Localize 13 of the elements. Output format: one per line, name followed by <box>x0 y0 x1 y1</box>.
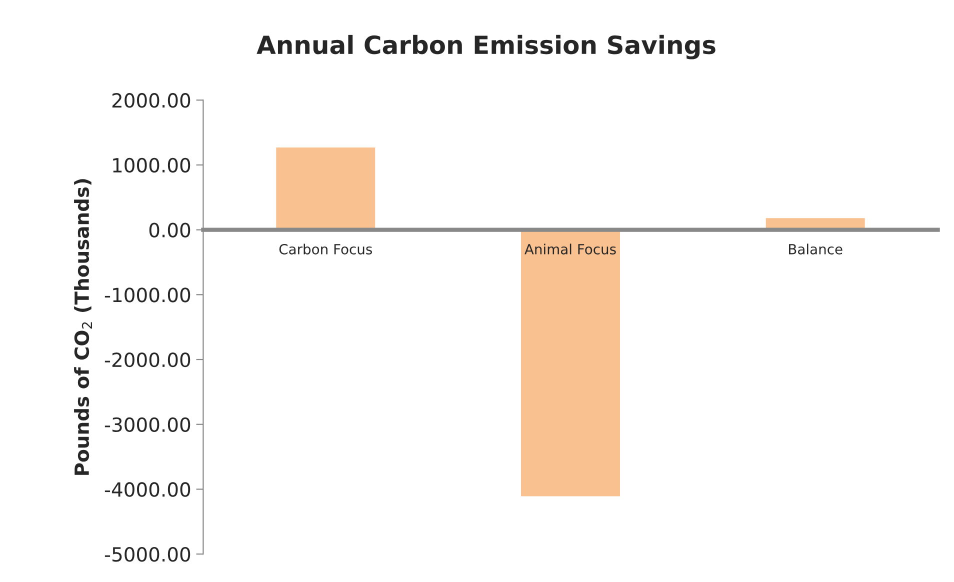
y-tick-label: -2000.00 <box>104 352 190 368</box>
y-tick-label: -3000.00 <box>104 417 190 432</box>
y-tick-label: -5000.00 <box>104 547 190 562</box>
x-tick-label: Carbon Focus <box>279 244 372 254</box>
y-tick-label: 2000.00 <box>112 93 190 108</box>
chart-title: Annual Carbon Emission Savings <box>256 34 716 60</box>
x-tick-label: Animal Focus <box>524 244 616 254</box>
y-tick-label: -1000.00 <box>104 288 190 302</box>
y-axis-title: Pounds of CO$_{2}$ (Thousands) <box>74 179 92 475</box>
y-tick-label: 0.00 <box>149 222 190 238</box>
y-tick-label: 1000.00 <box>113 158 190 173</box>
x-tick-label: Balance <box>789 244 842 254</box>
y-tick-label: -4000.00 <box>104 482 190 497</box>
